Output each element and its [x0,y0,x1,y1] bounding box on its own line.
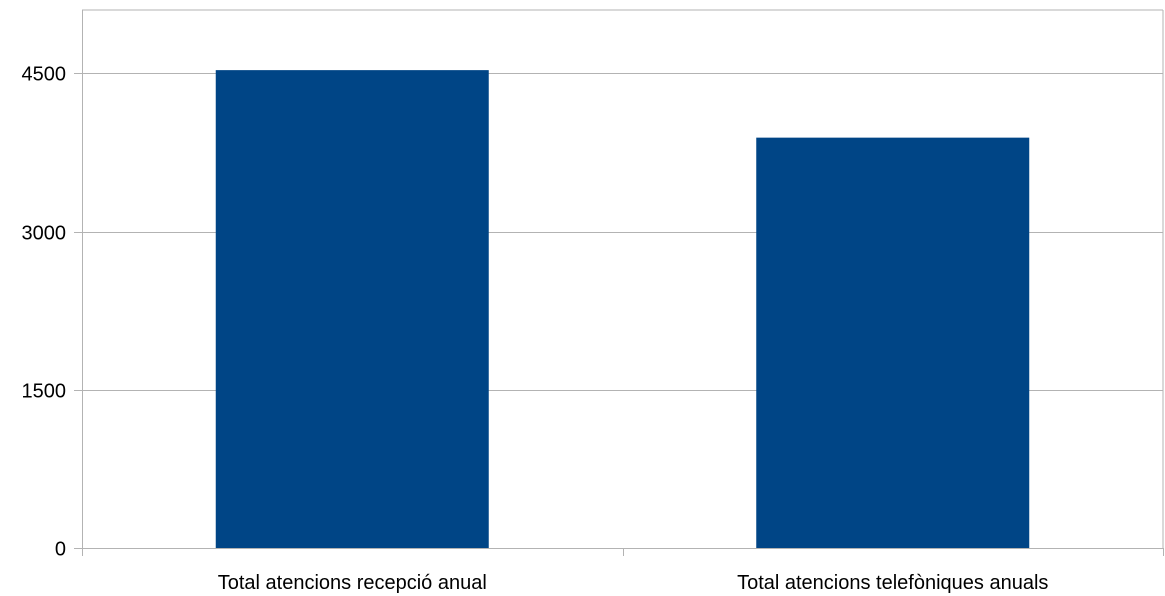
bars [215,70,1030,549]
bar [215,70,489,549]
y-tick-label: 3000 [22,223,67,245]
y-tick-labels: 0 1500 3000 4500 [22,64,67,561]
x-category-label: Total atencions recepció anual [218,572,487,594]
axes [74,10,1164,556]
x-category-labels: Total atencions recepció anual Total aten… [218,572,1049,594]
y-tick-label: 0 [55,539,66,561]
bar [756,137,1030,549]
y-tick-label: 4500 [22,64,67,86]
y-tick-label: 1500 [22,381,67,403]
x-category-label: Total atencions telefòniques anuals [737,572,1048,594]
